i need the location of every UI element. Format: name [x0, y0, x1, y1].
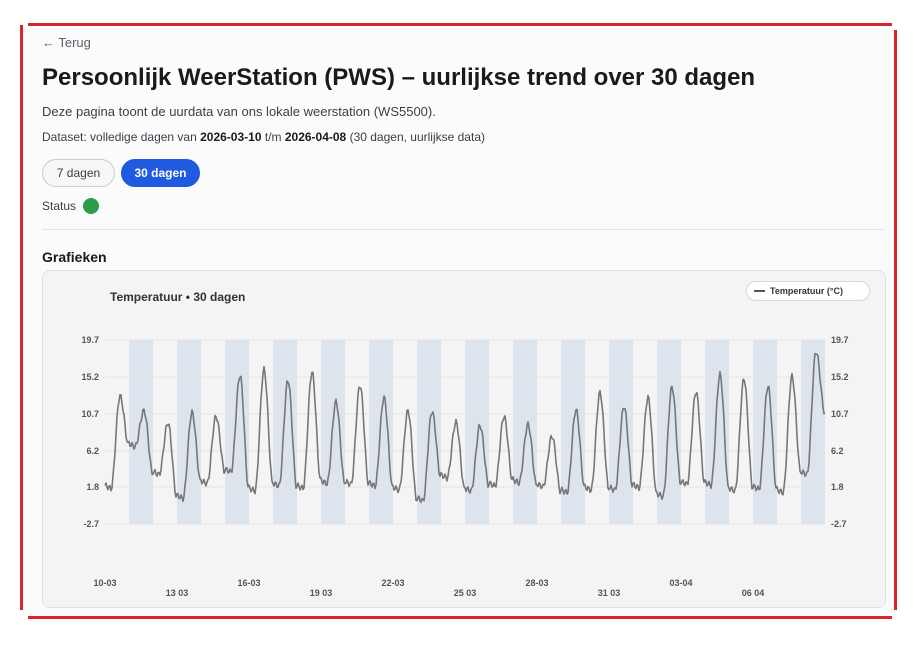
day-band	[225, 340, 249, 524]
temperature-series-line	[104, 352, 826, 504]
legend-label: Temperatuur (°C)	[770, 286, 843, 296]
day-band	[129, 340, 153, 524]
range-30-days-button[interactable]: 30 dagen	[121, 159, 200, 187]
y-tick-label-right: 15.2	[831, 372, 849, 382]
dataset-prefix: Dataset: volledige dagen van	[42, 130, 201, 144]
day-band	[801, 340, 825, 524]
x-tick-label: 28-03	[525, 578, 548, 588]
frame-top-border	[28, 23, 892, 26]
x-tick-label: 10-03	[93, 578, 116, 588]
x-axis: 10-03 13 03 16-03 19 03 22-03 25 03 28-03 31 03…	[93, 578, 764, 598]
y-axis-left: 19.7 15.2 10.7 6.2 1.8 -2.7	[81, 335, 99, 529]
temperature-chart-card: Temperatuur • 30 dagen 19.7 15.2 10.7 6.2 1.…	[42, 270, 886, 608]
day-band	[465, 340, 489, 524]
y-axis-right: 19.7 15.2 10.7 6.2 1.8 -2.7	[831, 335, 849, 529]
x-tick-label: 06 04	[742, 588, 765, 598]
day-bands	[129, 340, 825, 524]
y-tick-label-right: -2.7	[831, 519, 847, 529]
y-tick-label-right: 19.7	[831, 335, 849, 345]
y-tick-label-left: -2.7	[83, 519, 99, 529]
day-band	[705, 340, 729, 524]
dataset-connector: t/m	[261, 130, 285, 144]
x-tick-label: 16-03	[237, 578, 260, 588]
section-divider	[42, 229, 885, 230]
legend-swatch	[754, 290, 765, 292]
y-tick-label-right: 6.2	[831, 446, 844, 456]
dataset-info: Dataset: volledige dagen van 2026-03-10 …	[42, 130, 485, 144]
chart-legend[interactable]: Temperatuur (°C)	[746, 281, 870, 301]
page-title: Persoonlijk WeerStation (PWS) – uurlijks…	[42, 64, 756, 91]
day-band	[273, 340, 297, 524]
dataset-end-date: 2026-04-08	[284, 130, 347, 144]
frame-right-border	[894, 30, 897, 610]
frame-bottom-border	[28, 616, 892, 619]
x-tick-label: 03-04	[669, 578, 692, 588]
x-tick-label: 19 03	[310, 588, 333, 598]
x-tick-label: 25 03	[454, 588, 477, 598]
status-label: Status	[42, 199, 77, 213]
section-title: Grafieken	[42, 249, 107, 265]
y-tick-label-left: 6.2	[86, 446, 99, 456]
day-band	[513, 340, 537, 524]
x-tick-label: 31 03	[598, 588, 621, 598]
day-band	[321, 340, 345, 524]
temperature-chart: Temperatuur • 30 dagen 19.7 15.2 10.7 6.2 1.…	[81, 290, 849, 598]
chart-title: Temperatuur • 30 dagen	[110, 290, 245, 304]
y-tick-label-right: 10.7	[831, 409, 849, 419]
y-tick-label-left: 10.7	[81, 409, 99, 419]
x-tick-label: 22-03	[381, 578, 404, 588]
day-band	[369, 340, 393, 524]
x-tick-label: 13 03	[166, 588, 189, 598]
y-tick-label-left: 19.7	[81, 335, 99, 345]
y-tick-label-left: 15.2	[81, 372, 99, 382]
y-tick-label-right: 1.8	[831, 482, 844, 492]
back-link[interactable]: ← Terug	[42, 35, 91, 50]
y-tick-label-left: 1.8	[86, 482, 99, 492]
page-description: Deze pagina toont de uurdata van ons lok…	[42, 104, 436, 119]
dataset-suffix: (30 dagen, uurlijkse data)	[346, 130, 485, 144]
range-7-days-button[interactable]: 7 dagen	[42, 159, 115, 187]
status-indicator	[83, 198, 99, 214]
dataset-start-date: 2026-03-10	[200, 130, 262, 144]
day-band	[753, 340, 777, 524]
page-container: ← Terug Persoonlijk WeerStation (PWS) – …	[23, 26, 894, 616]
frame-left-border	[20, 25, 23, 610]
